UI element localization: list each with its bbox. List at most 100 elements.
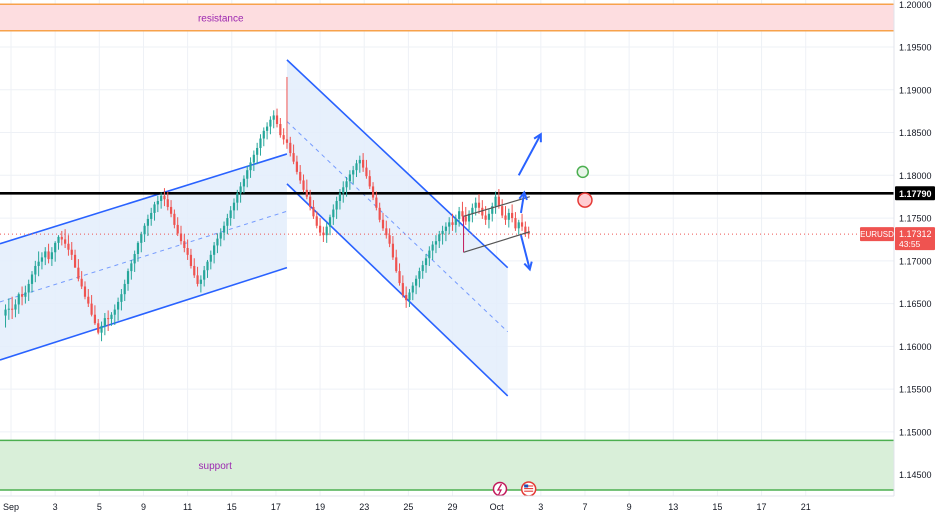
candle-body xyxy=(83,286,87,297)
candle-body xyxy=(471,207,474,214)
candle-body xyxy=(358,159,361,164)
candle-body xyxy=(342,187,345,194)
candle-body xyxy=(388,235,391,244)
candle-body xyxy=(133,253,136,264)
candle-body xyxy=(54,242,57,253)
y-tick-label: 1.19000 xyxy=(899,85,932,95)
lightning-event-icon[interactable] xyxy=(492,481,508,497)
candle-body xyxy=(524,226,527,233)
candle-body xyxy=(256,147,259,155)
candle-body xyxy=(378,207,381,220)
up-small-arrow-shaft[interactable] xyxy=(519,192,526,214)
candle-body xyxy=(44,251,47,258)
y-tick-label: 1.15500 xyxy=(899,385,932,395)
candle-body xyxy=(77,267,80,279)
candle-body xyxy=(209,254,212,262)
candle-body xyxy=(80,278,83,287)
ascending-channel-upper[interactable] xyxy=(0,153,288,245)
descending-channel-upper[interactable] xyxy=(286,59,509,269)
red-stop-marker[interactable] xyxy=(577,192,593,208)
candle-body xyxy=(113,309,116,315)
candle-body xyxy=(272,115,275,120)
candle-body xyxy=(318,225,322,233)
support-zone xyxy=(0,440,894,491)
candle-body xyxy=(345,181,348,188)
zones: resistance support xyxy=(0,3,894,491)
key-level-price-label: 1.17790 xyxy=(899,189,932,199)
candle-body xyxy=(30,274,34,284)
down-arrow-shaft[interactable] xyxy=(519,234,531,270)
candle-body xyxy=(93,314,97,324)
x-tick-label: 11 xyxy=(183,502,192,512)
flag-lower-line[interactable] xyxy=(463,231,530,253)
candle-body xyxy=(434,241,438,245)
price-axis-background xyxy=(894,0,941,517)
candle-body xyxy=(216,238,219,246)
x-tick-label: 25 xyxy=(403,502,413,512)
candle-body xyxy=(408,292,411,301)
up-big-arrow-shaft[interactable] xyxy=(517,133,542,176)
candle-body xyxy=(120,294,123,302)
candle-body xyxy=(265,126,269,131)
candle-body xyxy=(47,251,50,260)
candle-body xyxy=(444,226,447,231)
candle-body xyxy=(123,283,126,295)
candle-body xyxy=(295,161,298,172)
candle-body xyxy=(143,225,146,235)
candle-body xyxy=(173,213,176,225)
resistance-label: resistance xyxy=(198,14,244,25)
candle-body xyxy=(110,314,113,319)
candle-body xyxy=(365,167,368,177)
key-level-price-label-box xyxy=(895,186,935,201)
candle-body xyxy=(17,294,20,305)
candle-body xyxy=(73,254,77,268)
candle-body xyxy=(57,236,60,243)
x-tick-label: 9 xyxy=(141,502,146,512)
candle-body xyxy=(352,170,355,175)
candle-body xyxy=(285,139,289,143)
candle-body xyxy=(381,219,385,229)
y-tick-label: 1.16500 xyxy=(899,299,932,309)
candle-body xyxy=(24,292,27,297)
x-tick-label: 15 xyxy=(227,502,237,512)
candle-body xyxy=(441,230,444,235)
flag-upper-line[interactable] xyxy=(463,196,530,217)
x-tick-label: 3 xyxy=(53,502,58,512)
candle-body xyxy=(292,153,295,162)
candle-body xyxy=(163,195,166,200)
candle-body xyxy=(183,241,186,248)
x-tick-label: 9 xyxy=(627,502,632,512)
y-tick-label: 1.20000 xyxy=(899,0,932,10)
candle-body xyxy=(156,200,159,205)
ascending-channel-lower[interactable] xyxy=(0,266,288,361)
x-tick-label: 23 xyxy=(359,502,369,512)
candle-body xyxy=(169,206,173,214)
candle-body xyxy=(467,213,471,222)
candle-body xyxy=(40,257,44,262)
candle-body xyxy=(246,170,249,179)
descending-channel-lower[interactable] xyxy=(286,183,509,397)
candle-body xyxy=(11,308,14,310)
candle-body xyxy=(289,142,292,154)
candle-body xyxy=(302,180,305,190)
candle-body xyxy=(451,222,454,225)
candle-body xyxy=(126,271,130,284)
candle-body xyxy=(70,249,73,255)
candle-body xyxy=(362,159,365,168)
resistance-zone xyxy=(0,4,894,31)
candle-body xyxy=(242,178,246,187)
x-tick-label: 13 xyxy=(668,502,678,512)
candle-body xyxy=(481,207,484,216)
last-price-label-box xyxy=(895,227,935,251)
candle-body xyxy=(229,210,232,219)
y-tick-label: 1.18500 xyxy=(899,128,932,138)
candle-body xyxy=(411,285,414,293)
green-target-marker[interactable] xyxy=(576,165,590,179)
x-tick-label: 15 xyxy=(712,502,722,512)
candle-body xyxy=(90,303,93,315)
descending-channel-fill xyxy=(286,59,508,396)
candle-body xyxy=(160,195,163,201)
candle-body xyxy=(371,186,375,198)
